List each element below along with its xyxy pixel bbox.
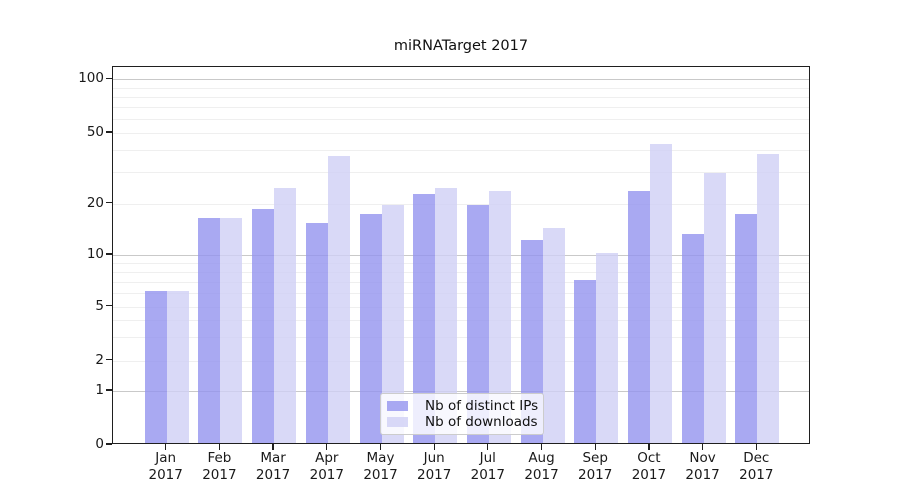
x-tick-label-feb: Feb 2017 [202, 450, 237, 483]
y-tick-label-0: 0 [95, 436, 104, 452]
plot-area [112, 66, 810, 444]
gridline-10 [113, 255, 809, 256]
x-tick-label-nov: Nov 2017 [685, 450, 720, 483]
y-tick-mark [106, 443, 112, 445]
bar-ips-oct [627, 190, 650, 443]
x-tick-mark [165, 444, 167, 450]
gridline-7 [113, 281, 809, 283]
y-tick-label-1: 1 [95, 382, 104, 398]
x-tick-label-apr: Apr 2017 [309, 450, 344, 483]
y-tick-mark [106, 77, 112, 79]
gridline-5 [113, 306, 809, 308]
legend: Nb of distinct IPs Nb of downloads [380, 393, 544, 435]
x-tick-mark [326, 444, 328, 450]
bar-downloads-mar [274, 187, 297, 443]
bar-ips-sep [574, 279, 597, 443]
gridline-90 [113, 87, 809, 89]
gridline-40 [113, 150, 809, 152]
x-tick-label-jun: Jun 2017 [417, 450, 452, 483]
bar-downloads-nov [703, 172, 726, 443]
gridline-2 [113, 360, 809, 362]
y-tick-mark [106, 389, 112, 391]
y-tick-label-2: 2 [95, 351, 104, 368]
gridline-1 [113, 391, 809, 392]
gridline-3 [113, 336, 809, 338]
y-tick-label-10: 10 [86, 246, 104, 262]
x-tick-label-aug: Aug 2017 [524, 450, 559, 483]
x-tick-mark [594, 444, 596, 450]
bar-downloads-jul [488, 190, 511, 443]
gridline-6 [113, 293, 809, 294]
bar-downloads-feb [220, 218, 243, 443]
bar-ips-nov [681, 233, 704, 443]
y-tick-label-50: 50 [86, 124, 104, 140]
x-tick-label-oct: Oct 2017 [631, 450, 667, 483]
bar-ips-jan [144, 291, 167, 443]
bar-ips-dec [735, 213, 758, 443]
bar-downloads-apr [327, 156, 350, 443]
y-tick-label-100: 100 [78, 70, 104, 87]
x-tick-label-jul: Jul 2017 [470, 450, 505, 483]
gridline-50 [113, 133, 809, 134]
legend-label: Nb of distinct IPs [425, 398, 539, 414]
x-tick-mark [540, 444, 543, 450]
bar-ips-apr [305, 222, 328, 443]
x-tick-mark [272, 444, 274, 450]
x-tick-mark [218, 444, 221, 450]
bar-ips-jun [413, 194, 436, 443]
bar-downloads-aug [542, 228, 565, 443]
x-tick-mark [379, 444, 382, 450]
gridline-70 [113, 106, 809, 108]
legend-swatch-downloads [387, 417, 408, 427]
bar-downloads-jan [166, 291, 189, 443]
gridline-9 [113, 262, 809, 264]
bar-ips-aug [520, 239, 543, 443]
x-tick-label-sep: Sep 2017 [578, 450, 613, 483]
y-tick-mark [106, 358, 112, 361]
gridline-20 [113, 203, 809, 205]
x-tick-label-dec: Dec 2017 [739, 450, 774, 483]
y-tick-mark [106, 201, 112, 204]
y-tick-label-5: 5 [95, 297, 104, 314]
grid-layer [113, 67, 809, 443]
bars-layer [113, 67, 809, 443]
bar-ips-jul [466, 205, 489, 443]
bar-ips-may [359, 213, 382, 443]
x-tick-label-jan: Jan 2017 [148, 450, 183, 483]
chart-title: miRNATarget 2017 [393, 38, 529, 54]
x-tick-mark [755, 444, 757, 450]
legend-item-ips: Nb of distinct IPs [387, 398, 539, 414]
bar-downloads-dec [757, 154, 780, 443]
y-tick-label-20: 20 [86, 194, 104, 211]
y-tick-mark [106, 131, 112, 133]
x-tick-mark [433, 444, 435, 450]
bar-downloads-may [381, 205, 404, 443]
gridline-80 [113, 96, 809, 98]
bar-downloads-jun [435, 187, 458, 443]
gridline-30 [113, 172, 809, 174]
x-tick-mark [648, 444, 650, 450]
bar-downloads-oct [649, 144, 672, 443]
gridline-60 [113, 118, 809, 120]
bar-ips-mar [252, 209, 275, 443]
gridline-8 [113, 271, 809, 273]
gridline-4 [113, 319, 809, 321]
x-tick-label-mar: Mar 2017 [255, 450, 291, 483]
x-tick-label-may: May 2017 [363, 450, 398, 483]
bar-ips-feb [198, 218, 221, 443]
bar-downloads-sep [596, 253, 619, 443]
x-tick-mark [701, 444, 704, 450]
legend-label: Nb of downloads [425, 414, 538, 430]
y-tick-mark [106, 304, 112, 307]
x-tick-mark [487, 444, 489, 450]
y-tick-mark [106, 253, 112, 255]
gridline-100 [113, 79, 809, 81]
legend-item-downloads: Nb of downloads [387, 414, 538, 430]
legend-swatch-ips [387, 401, 408, 411]
